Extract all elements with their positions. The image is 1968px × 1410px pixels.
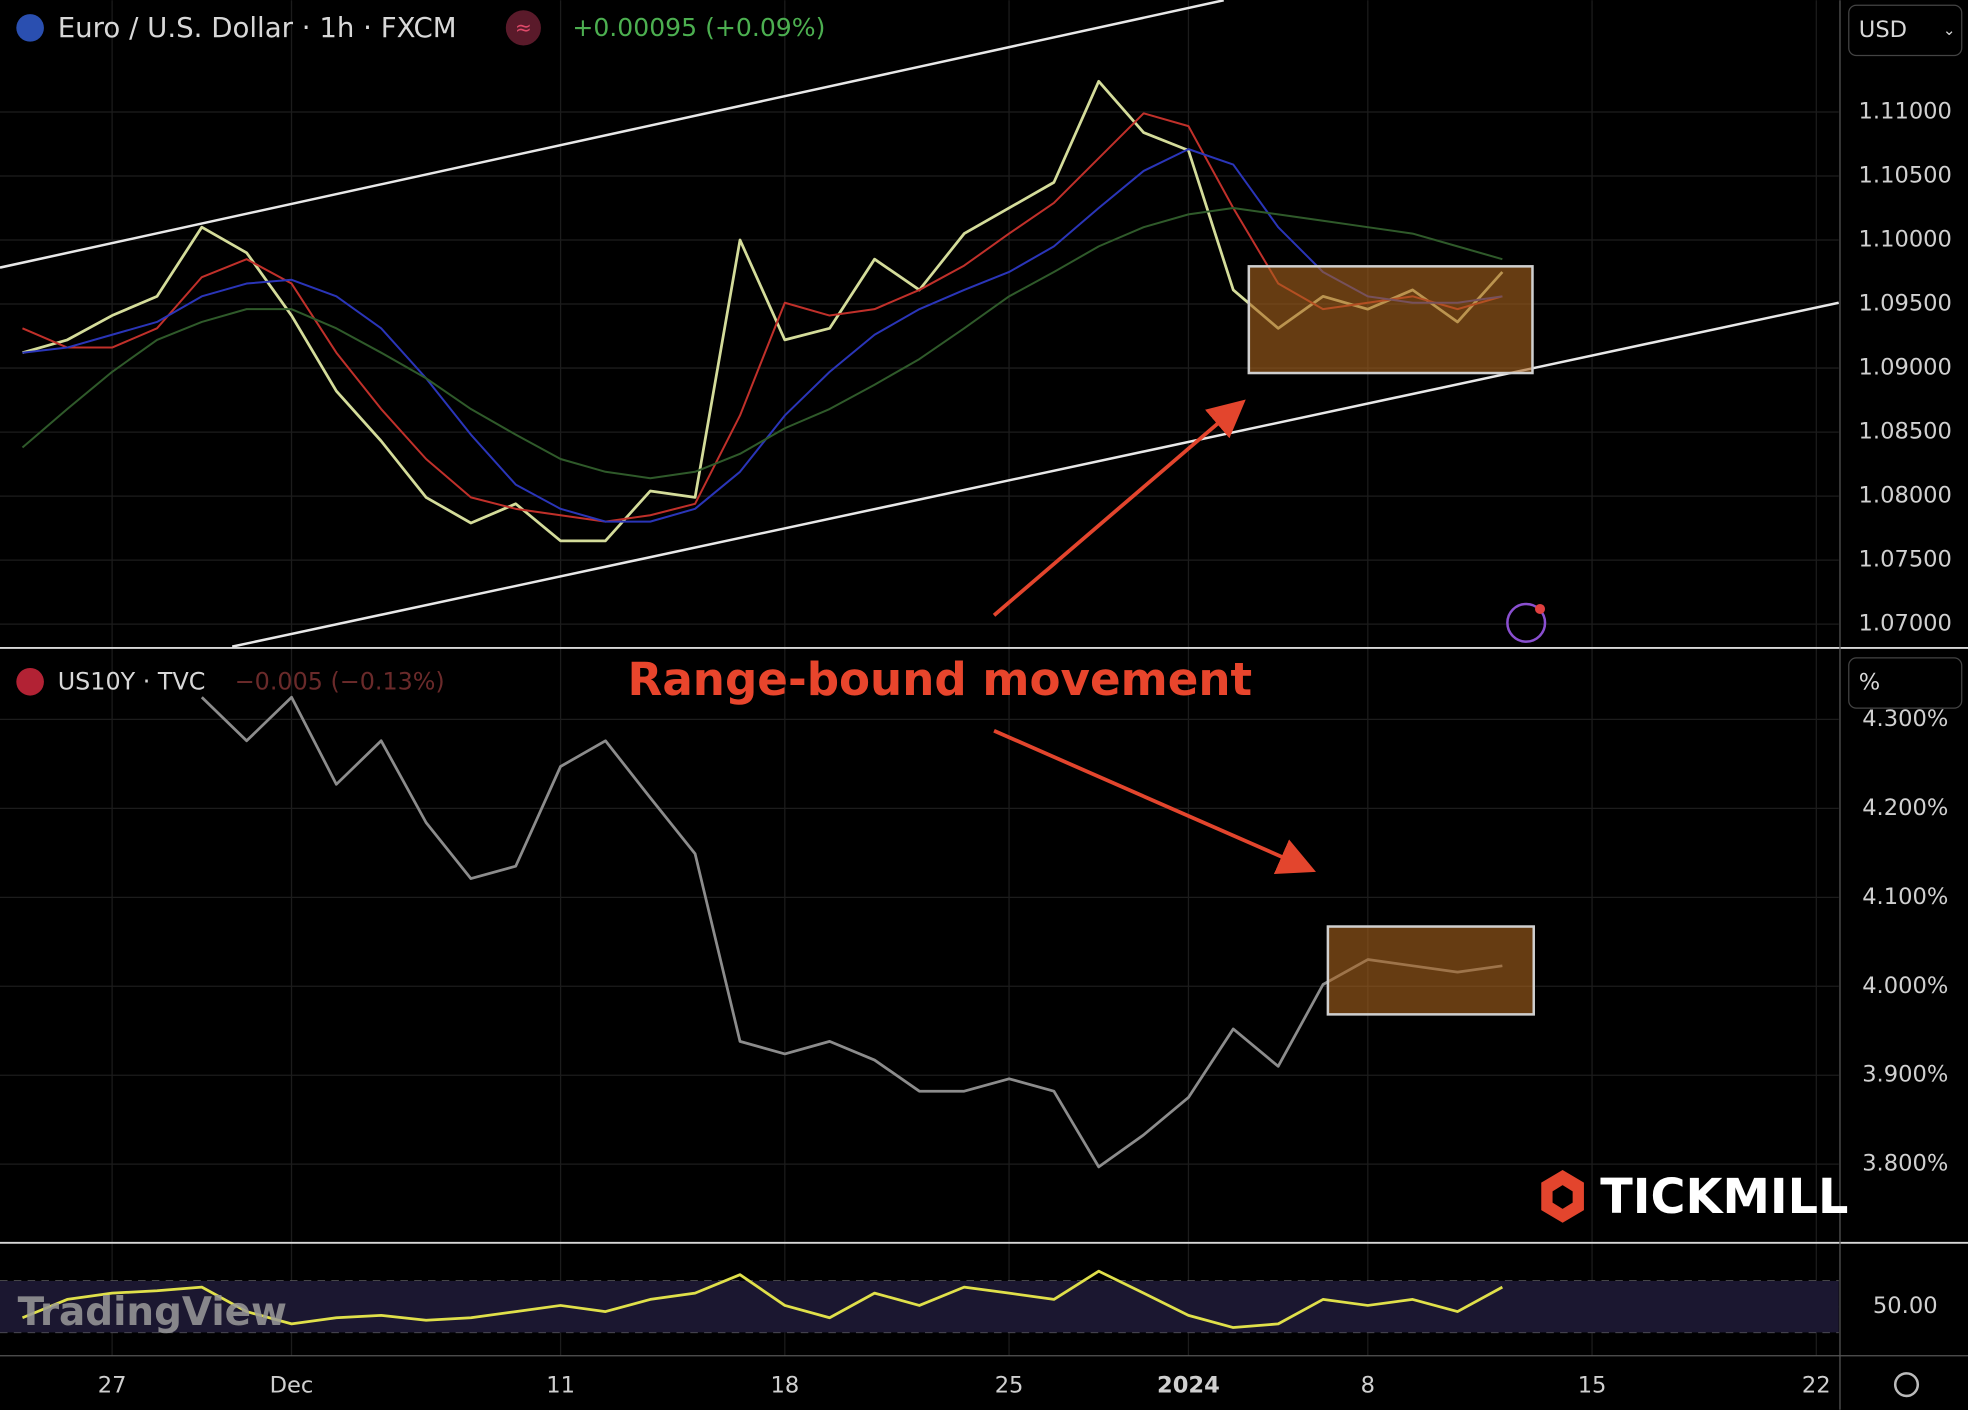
y-tick-label: 4.300% [1862,706,1948,732]
x-tick-label: 27 [98,1372,127,1398]
price-line [21,1269,1504,1329]
y-tick-label: 4.100% [1862,884,1948,910]
price-line [21,206,1503,480]
broker-watermark: TICKMILL [1600,1170,1848,1225]
y-tick-label: 1.11000 [1859,99,1952,125]
annotation: Range-bound movement [628,653,1253,706]
y-tick-label: 1.08500 [1859,419,1952,445]
y-tick-label: 50.00 [1873,1293,1938,1319]
flag-icon [16,14,44,42]
y-tick-label: 1.08000 [1859,483,1952,509]
y-tick-label: 1.10500 [1859,163,1952,189]
y-tick-label: 3.800% [1862,1151,1948,1177]
currency-label[interactable]: USD [1859,17,1907,43]
x-tick-label: 18 [770,1372,799,1398]
x-tick-label: Dec [270,1372,314,1398]
y-tick-label: 1.07000 [1859,611,1952,637]
y-tick-label: 4.200% [1862,795,1948,821]
price-line [200,695,1503,1169]
x-tick-label: 8 [1361,1372,1375,1398]
price-line [22,112,1503,523]
platform-watermark: TradingView [18,1290,287,1335]
unit-label[interactable]: % [1859,670,1880,696]
broker-logo-inner [1552,1185,1573,1209]
y-tick-label: 4.000% [1862,973,1948,999]
range-box [1247,265,1534,375]
y-tick-label: 1.10000 [1859,227,1952,253]
y-tick-label: 1.07500 [1859,547,1952,573]
dropdown-caret[interactable]: ⌄ [1943,21,1956,39]
arrow [992,399,1246,617]
y-tick-label: 1.09500 [1859,291,1952,317]
x-tick-label: 2024 [1157,1372,1220,1398]
arrow [993,729,1316,874]
trend-line [231,301,1839,648]
grid [0,0,1839,1356]
price-change: +0.00095 (+0.09%) [572,13,825,42]
x-tick-label: 25 [995,1372,1024,1398]
currency-button[interactable] [1848,4,1963,57]
x-tick-label: 11 [546,1372,575,1398]
symbol-title: US10Y · TVC [58,668,206,696]
trend-line [0,0,1224,269]
range-box [1326,925,1535,1016]
y-tick-label: 1.09000 [1859,355,1952,381]
unit-button[interactable] [1848,657,1963,709]
alert-icon[interactable] [1506,602,1547,643]
price-line [22,148,1503,523]
alert-dot [1534,603,1546,615]
price-change: −0.005 (−0.13%) [235,668,445,696]
indicator-icon [505,10,541,46]
symbol-title: Euro / U.S. Dollar · 1h · FXCM [58,11,457,44]
x-tick-label: 22 [1802,1372,1831,1398]
x-tick-label: 15 [1578,1372,1607,1398]
settings-icon[interactable] [1893,1372,1920,1398]
y-tick-label: 3.900% [1862,1062,1948,1088]
indicator-glyph: ≈ [515,16,532,40]
flag-icon [16,667,44,696]
